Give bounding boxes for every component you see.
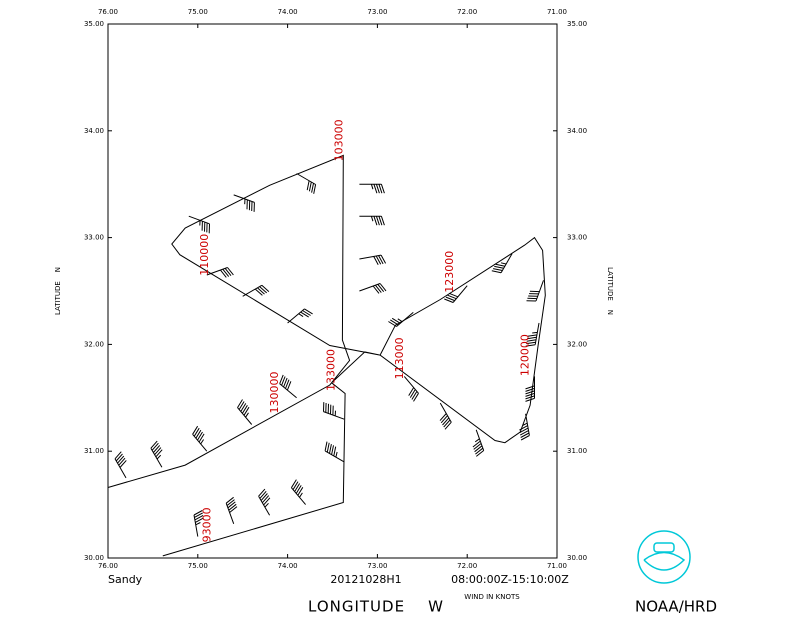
wind-barb [233, 194, 255, 212]
y-tick-label-right: 35.00 [567, 20, 587, 28]
logo-ring [637, 530, 691, 584]
wind-barb [519, 413, 530, 441]
y-tick-label-right: 31.00 [567, 447, 587, 455]
wind-barb [193, 510, 204, 537]
x-tick-label-top: 71.00 [547, 8, 567, 16]
time-label: 130000 [268, 371, 281, 413]
wind-barb [206, 267, 234, 278]
wind-barb [388, 312, 414, 327]
x-tick-label-top: 74.00 [278, 8, 298, 16]
wind-barb [192, 425, 208, 452]
y-tick-label: 35.00 [84, 20, 104, 28]
time-label: 133000 [325, 349, 338, 391]
logo-text-box [653, 542, 675, 553]
time-label: 93000 [201, 507, 214, 542]
x-tick-label: 73.00 [367, 562, 387, 570]
wind-barb [359, 183, 385, 194]
wind-barb [491, 253, 513, 274]
x-tick-label: 76.00 [98, 562, 118, 570]
agency: NOAA/HRD [635, 598, 717, 616]
y-tick-label: 30.00 [84, 554, 104, 562]
x-tick-label-top: 76.00 [98, 8, 118, 16]
wind-barb [525, 376, 535, 402]
x-tick-label-top: 73.00 [367, 8, 387, 16]
y-axis-label-right: LATITUDE N [606, 267, 614, 315]
wind-barb [290, 479, 306, 505]
plot-frame [107, 23, 558, 559]
wind-barb [444, 285, 468, 303]
logo-bird [643, 551, 686, 571]
wind-barb [114, 451, 127, 479]
time-label: 113000 [393, 337, 406, 379]
wind-barb [526, 280, 544, 302]
time-label: 123000 [443, 251, 456, 293]
y-tick-label-right: 32.00 [567, 340, 587, 348]
wind-barb [237, 399, 253, 425]
y-tick-label: 32.00 [84, 340, 104, 348]
wind-barb [359, 254, 387, 265]
wind-barb [242, 284, 270, 297]
wind-barb [472, 429, 485, 457]
y-axis-label: LATITUDE N [54, 267, 62, 315]
x-tick-label: 75.00 [188, 562, 208, 570]
noaa-logo [637, 530, 691, 584]
time-label: 110000 [198, 234, 211, 276]
wind-barb [359, 215, 385, 226]
time-label: 103000 [333, 119, 346, 161]
flight-id: 20121028H1 [330, 573, 401, 586]
wind-barb [439, 402, 452, 430]
wind-barb [525, 322, 540, 347]
y-tick-label-right: 30.00 [567, 554, 587, 562]
x-tick-label-top: 75.00 [188, 8, 208, 16]
time-range: 08:00:00Z-15:10:00Z [451, 573, 569, 586]
wind-barb [296, 173, 317, 194]
x-tick-label: 74.00 [278, 562, 298, 570]
y-tick-label-right: 34.00 [567, 127, 587, 135]
wind-units: WIND IN KNOTS [464, 593, 520, 601]
time-label: 120000 [519, 334, 532, 376]
wind-barb [403, 376, 419, 402]
y-tick-label-right: 33.00 [567, 234, 587, 242]
wind-barb [359, 283, 387, 294]
x-tick-label-top: 72.00 [457, 8, 477, 16]
storm-name: Sandy [108, 573, 143, 586]
wind-barb [150, 440, 163, 468]
y-tick-label: 34.00 [84, 127, 104, 135]
wind-barb [188, 215, 210, 234]
x-axis-label: LONGITUDE W [308, 598, 444, 616]
x-tick-label: 72.00 [457, 562, 477, 570]
wind-barb [324, 441, 345, 463]
wind-barb [279, 374, 297, 399]
x-tick-label: 71.00 [547, 562, 567, 570]
wind-barb [323, 402, 345, 420]
y-tick-label: 33.00 [84, 234, 104, 242]
wind-barb [225, 496, 238, 524]
wind-barb [287, 308, 313, 324]
y-tick-label: 31.00 [84, 447, 104, 455]
wind-barb [258, 488, 271, 516]
